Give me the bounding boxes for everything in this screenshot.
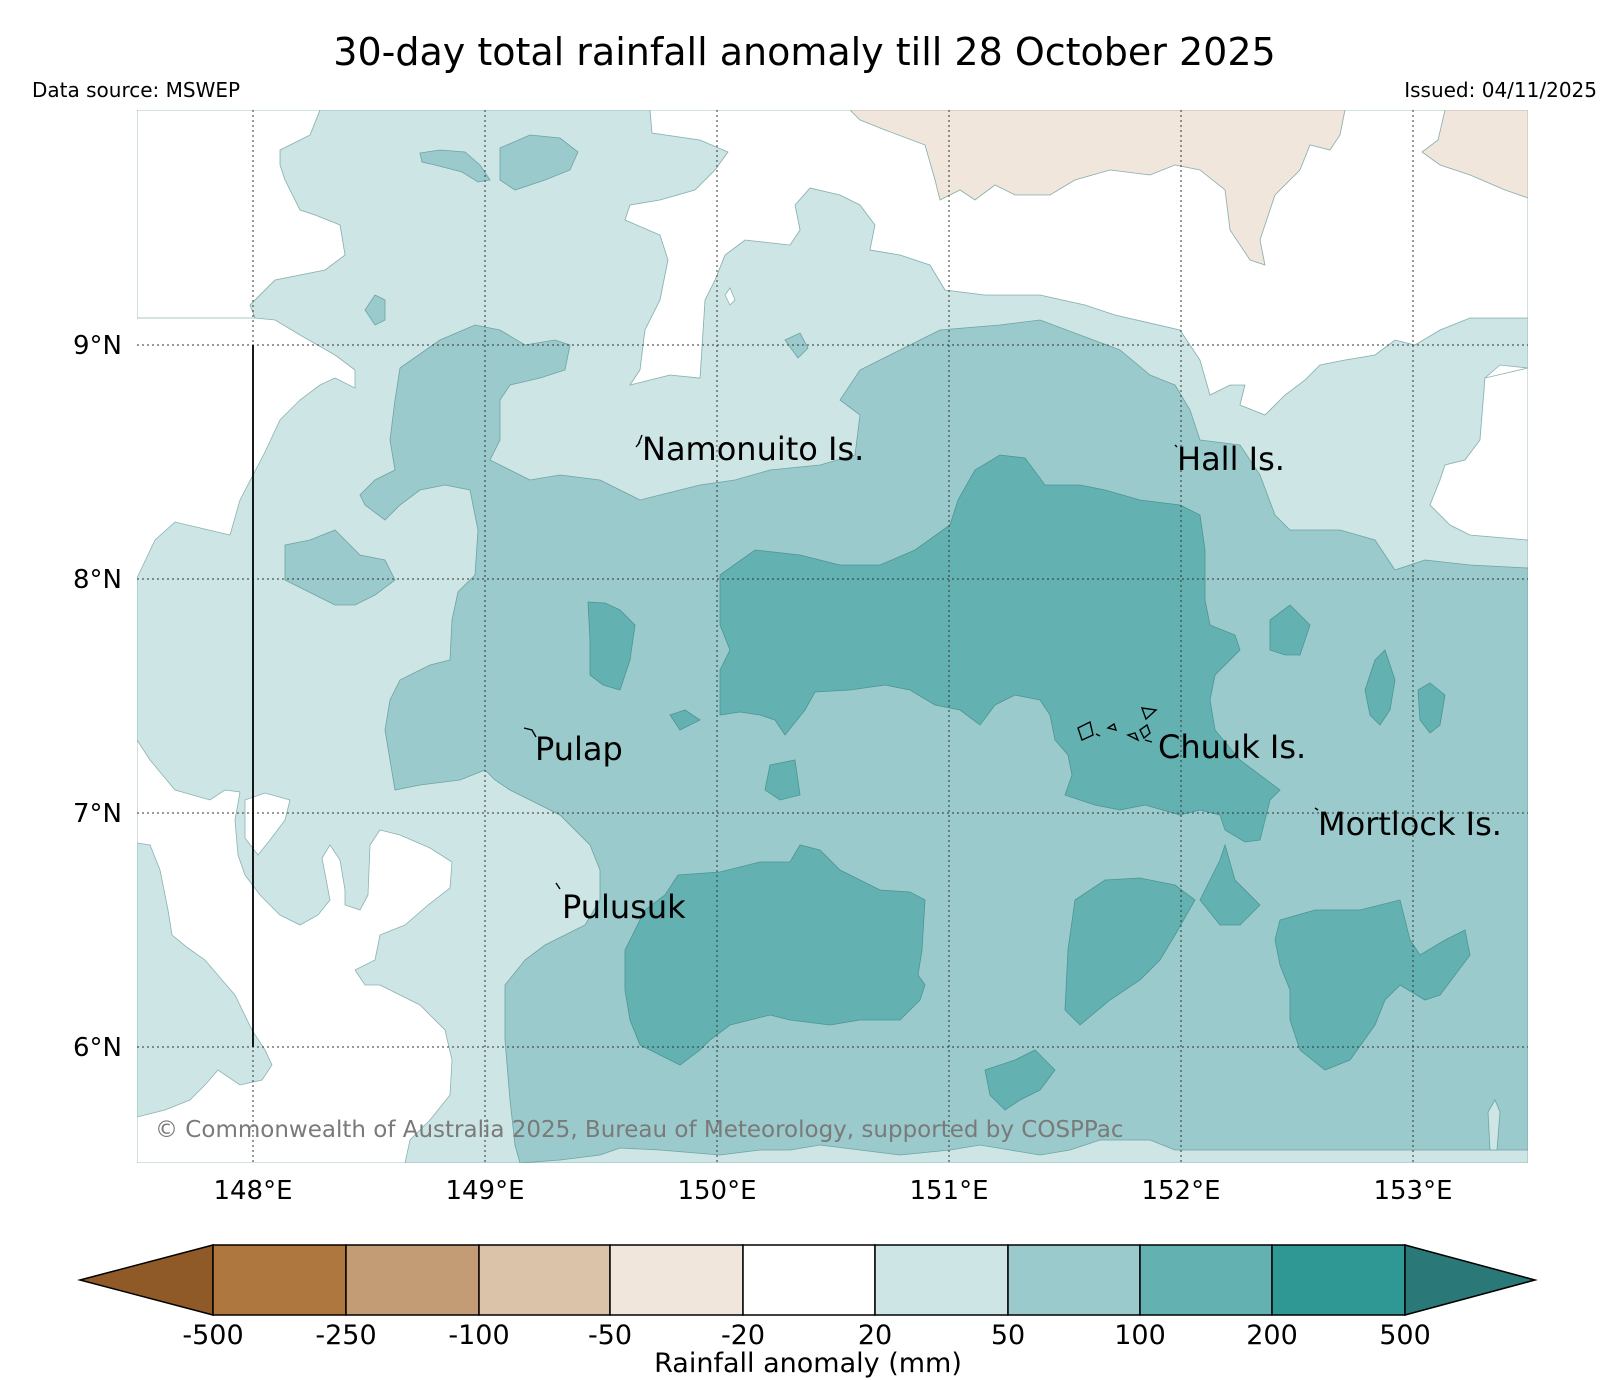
place-label-pulap: Pulap <box>535 730 623 768</box>
lon-label-153e: 153°E <box>1373 1176 1452 1206</box>
colorbar-segment <box>1139 1244 1273 1316</box>
lon-label-150e: 150°E <box>677 1176 756 1206</box>
lat-label-7n: 7°N <box>73 799 122 829</box>
map-area: Namonuito Is. Hall Is. Pulap Chuuk Is. M… <box>137 110 1528 1163</box>
colorbar-extend-high <box>1404 1244 1538 1316</box>
wet-100-200-region-central <box>719 454 1281 843</box>
place-label-chuuk: Chuuk Is. <box>1158 728 1306 766</box>
colorbar-tick-label: -50 <box>588 1320 632 1351</box>
island-namonuito <box>635 434 643 448</box>
wet-100-200-region-small-b <box>669 709 701 731</box>
colorbar-tick-label: -250 <box>315 1320 376 1351</box>
graticule <box>137 110 1528 1163</box>
copyright-notice: © Commonwealth of Australia 2025, Bureau… <box>155 1117 1124 1143</box>
data-source-label: Data source: MSWEP <box>32 78 241 102</box>
wet-50-100-region-top-b <box>499 134 579 191</box>
near-normal-hole-mid-sw <box>244 792 291 856</box>
colorbar-tick-label: -500 <box>182 1320 243 1351</box>
lat-label-9n: 9°N <box>73 331 122 361</box>
map-title: 30-day total rainfall anomaly till 28 Oc… <box>333 30 1276 74</box>
near-normal-hole-sw <box>137 739 453 1163</box>
place-label-pulusuk: Pulusuk <box>562 888 686 926</box>
issued-date-label: Issued: 04/11/2025 <box>1404 78 1597 102</box>
colorbar: -500 -250 -100 -50 -20 20 50 100 200 500… <box>77 1244 1538 1379</box>
island-outlines <box>523 434 1319 890</box>
lat-label-6n: 6°N <box>73 1033 122 1063</box>
wet-50-100-region-small-n <box>784 332 809 359</box>
colorbar-segment <box>345 1244 480 1316</box>
place-label-mortlock: Mortlock Is. <box>1318 805 1502 843</box>
colorbar-tick-label: 20 <box>858 1320 892 1351</box>
near-normal-speck-n <box>724 287 736 306</box>
colorbar-tick-label: 50 <box>991 1320 1025 1351</box>
colorbar-extend-low <box>77 1244 214 1316</box>
lat-label-8n: 8°N <box>73 565 122 595</box>
near-normal-hole-top <box>624 110 1528 416</box>
colorbar-segment <box>1271 1244 1406 1316</box>
wet-100-200-region-se-a <box>1064 877 1196 1026</box>
colorbar-segment <box>212 1244 347 1316</box>
island-hall <box>1174 444 1178 448</box>
lon-label-149e: 149°E <box>445 1176 524 1206</box>
lon-label-148e: 148°E <box>213 1176 292 1206</box>
wet-50-100-region-small-nw <box>364 294 386 326</box>
colorbar-segment <box>609 1244 744 1316</box>
wet-100-200-region-small-a <box>764 759 801 801</box>
lon-label-152e: 152°E <box>1141 1176 1220 1206</box>
colorbar-tick-label: 100 <box>1114 1320 1166 1351</box>
wet-100-200-region-south <box>624 844 926 1066</box>
place-label-hall: Hall Is. <box>1177 440 1285 478</box>
colorbar-segment <box>1007 1244 1141 1316</box>
wet-50-100-region-top-a <box>419 149 491 183</box>
colorbar-tick-label: 200 <box>1246 1320 1298 1351</box>
colorbar-segment <box>742 1244 876 1316</box>
wet-100-200-region-se-b <box>1199 843 1261 926</box>
near-normal-hole-east <box>1429 367 1528 541</box>
island-chuuk-a <box>1140 707 1158 721</box>
colorbar-tick-label: 500 <box>1379 1320 1431 1351</box>
island-pulusuk <box>555 882 561 890</box>
wet-100-200-region-small-s <box>984 1049 1056 1111</box>
island-chuuk-b <box>1077 720 1153 743</box>
wet-100-200-region-west <box>587 601 636 691</box>
place-label-namonuito: Namonuito Is. <box>642 430 864 468</box>
wet-50-100-region-nw-blob <box>284 529 396 606</box>
colorbar-title: Rainfall anomaly (mm) <box>654 1348 962 1379</box>
wet-100-200-region-east-a <box>1269 604 1311 656</box>
colorbar-tick-label: -100 <box>448 1320 509 1351</box>
island-mortlock <box>1314 807 1319 811</box>
near-normal-speck-se <box>1487 1099 1501 1151</box>
island-pulap <box>523 727 537 738</box>
wet-100-200-region-east-c <box>1417 682 1446 734</box>
colorbar-tick-label: -20 <box>721 1320 765 1351</box>
wet-100-200-region-east-b <box>1364 649 1396 726</box>
wet-100-200-region-se-c <box>1274 899 1471 1071</box>
colorbar-segment <box>478 1244 611 1316</box>
lon-label-151e: 151°E <box>909 1176 988 1206</box>
colorbar-segment <box>874 1244 1009 1316</box>
